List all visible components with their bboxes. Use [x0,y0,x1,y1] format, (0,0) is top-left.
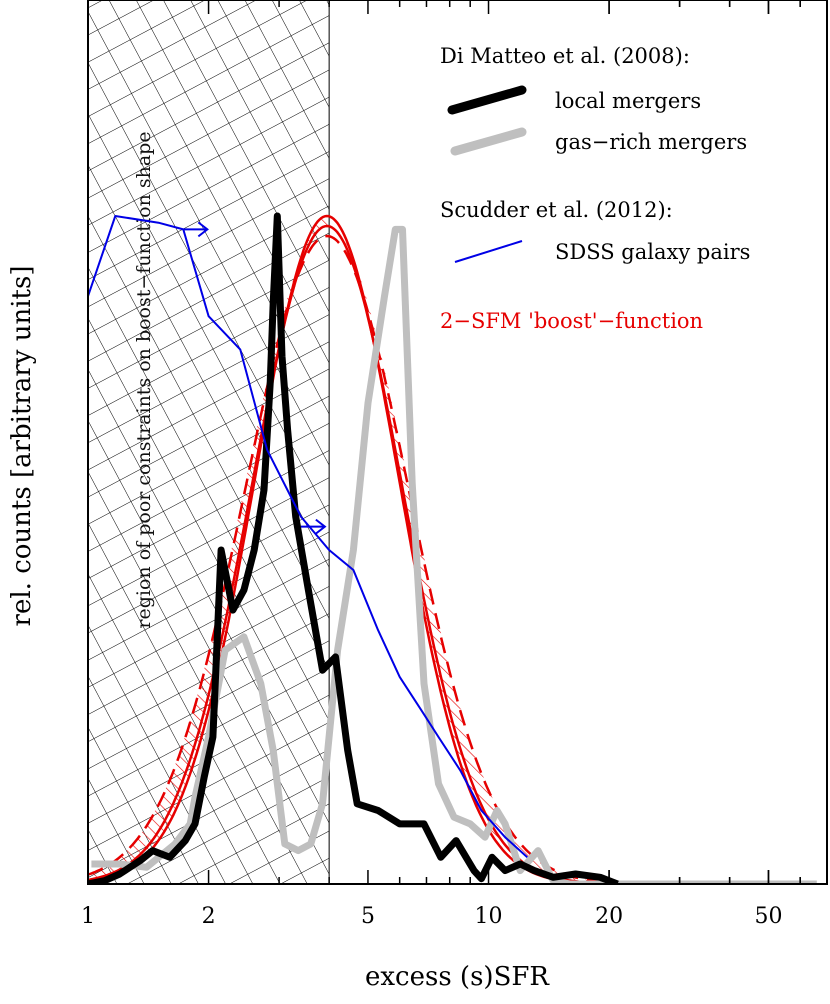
plot-frame [87,0,828,885]
axis-ticks: 1 2 5 10 20 50 [81,0,828,929]
legend-label-boost-function: 2−SFM 'boost'−function [440,309,703,333]
boost-function-uncertainty-band [88,216,801,884]
x-tick-label: 50 [754,904,782,929]
legend-swatch-sdss-pairs [454,240,523,263]
x-tick-label: 2 [202,904,216,929]
x-tick-label: 1 [81,904,95,929]
legend-swatch-gas-rich-mergers [450,127,527,156]
region-annotation: region of poor constraints on boost−func… [133,131,155,628]
x-axis-label: excess (s)SFR [365,962,550,992]
boost-function-curve-outer [88,224,801,884]
series-local-mergers [88,212,619,884]
legend-label-sdss-pairs: SDSS galaxy pairs [555,240,750,264]
y-axis-label: rel. counts [arbitrary units] [7,266,37,627]
boost-function-curve [88,214,801,884]
x-tick-label: 5 [361,904,375,929]
x-tick-label: 20 [595,904,623,929]
legend-group2-title: Scudder et al. (2012): [440,198,673,222]
series-sdss-pairs [88,215,528,859]
sdss-arrow-head-1 [315,518,327,535]
legend-label-local-mergers: local mergers [555,89,701,113]
plot-content [88,212,817,884]
x-tick-label: 10 [475,904,503,929]
legend-group1-title: Di Matteo et al. (2008): [440,44,690,68]
legend-swatch-local-mergers [447,85,527,115]
legend-label-gas-rich-mergers: gas−rich mergers [555,130,747,154]
boost-function-dashed-curve [88,234,801,884]
sdss-arrow-head-0 [197,221,209,238]
legend: Di Matteo et al. (2008): local mergers g… [440,44,750,333]
